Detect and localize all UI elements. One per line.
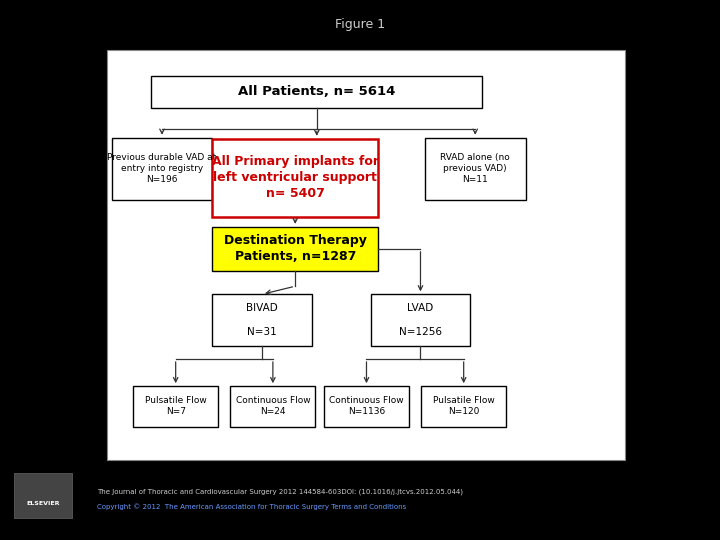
Text: LVAD

N=1256: LVAD N=1256 — [399, 302, 442, 338]
Bar — [421, 386, 506, 427]
Bar — [371, 294, 470, 346]
Bar — [107, 50, 625, 460]
Text: Continuous Flow
N=24: Continuous Flow N=24 — [235, 396, 310, 416]
Text: The Journal of Thoracic and Cardiovascular Surgery 2012 144584-603DOI: (10.1016/: The Journal of Thoracic and Cardiovascul… — [97, 488, 463, 495]
Text: Destination Therapy
Patients, n=1287: Destination Therapy Patients, n=1287 — [224, 234, 366, 264]
Bar — [151, 76, 482, 108]
Text: All Primary implants for
left ventricular support
n= 5407: All Primary implants for left ventricula… — [212, 156, 379, 200]
Text: Continuous Flow
N=1136: Continuous Flow N=1136 — [329, 396, 404, 416]
Text: ELSEVIER: ELSEVIER — [27, 501, 60, 506]
Text: Pulsatile Flow
N=120: Pulsatile Flow N=120 — [433, 396, 495, 416]
Bar — [212, 227, 378, 271]
Bar — [425, 138, 526, 200]
Bar — [133, 386, 218, 427]
Text: Copyright © 2012  The American Association for Thoracic Surgery Terms and Condit: Copyright © 2012 The American Associatio… — [97, 503, 407, 510]
Bar — [14, 472, 72, 518]
Bar — [324, 386, 409, 427]
Text: RVAD alone (no
previous VAD)
N=11: RVAD alone (no previous VAD) N=11 — [441, 153, 510, 184]
Text: All Patients, n= 5614: All Patients, n= 5614 — [238, 85, 395, 98]
Text: Pulsatile Flow
N=7: Pulsatile Flow N=7 — [145, 396, 207, 416]
Bar — [212, 294, 312, 346]
Text: BIVAD

N=31: BIVAD N=31 — [246, 302, 278, 338]
Bar — [112, 138, 212, 200]
Bar — [230, 386, 315, 427]
Text: Previous durable VAD at
entry into registry
N=196: Previous durable VAD at entry into regis… — [107, 153, 217, 184]
Text: Figure 1: Figure 1 — [335, 18, 385, 31]
Bar — [212, 139, 378, 217]
